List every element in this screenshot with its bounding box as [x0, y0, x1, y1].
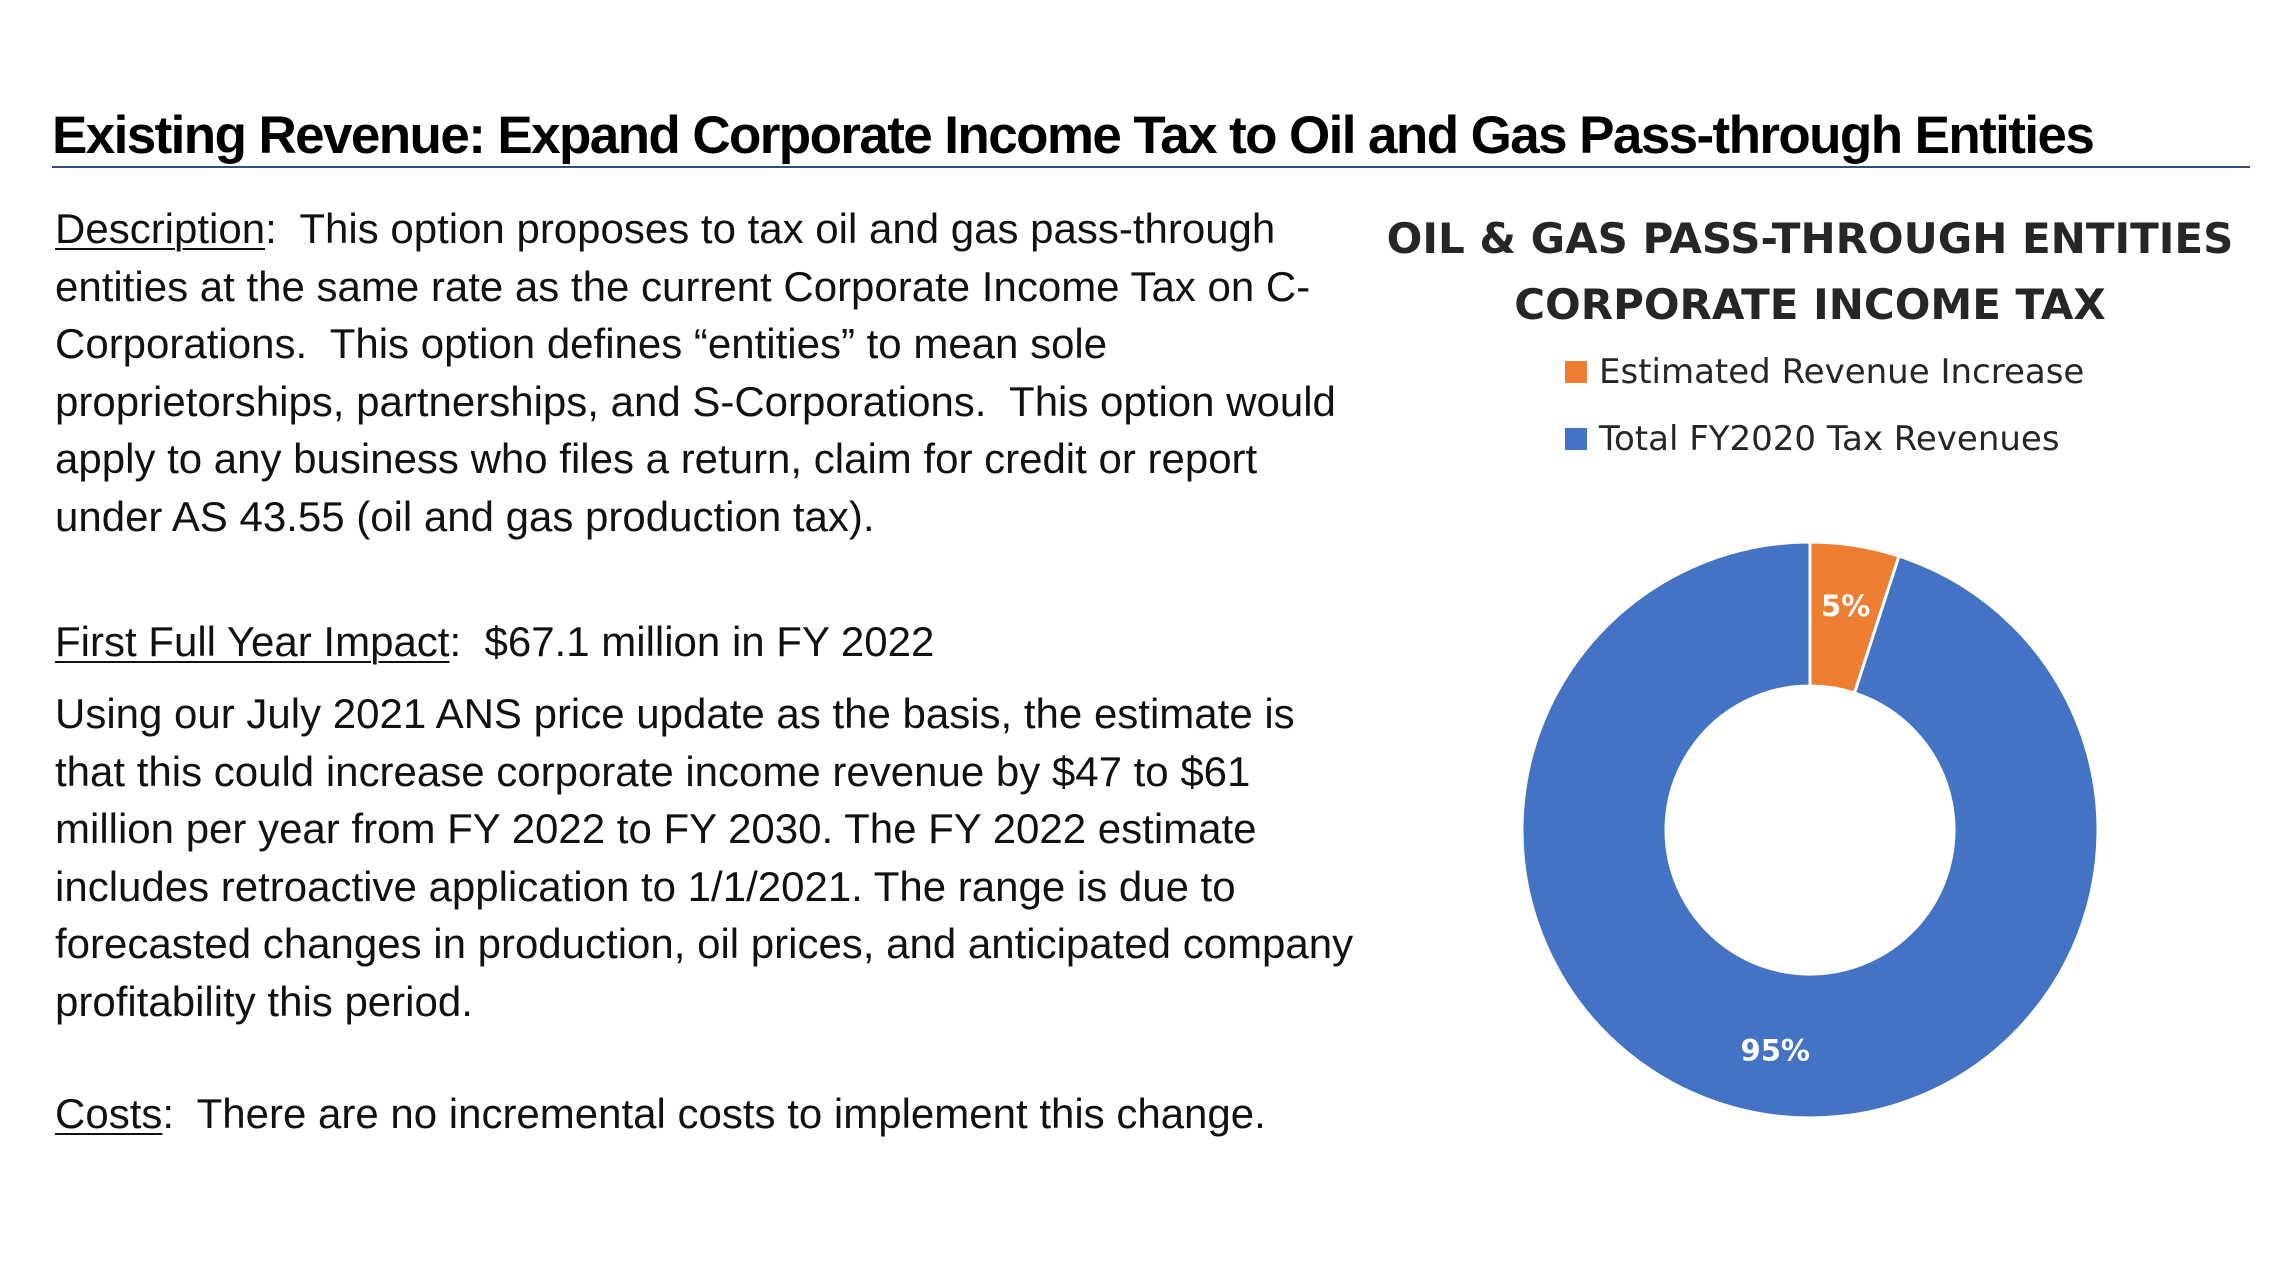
impact-colon: :: [449, 618, 462, 665]
legend-label: Estimated Revenue Increase: [1599, 352, 2085, 392]
impact-label: First Full Year Impact: [55, 618, 450, 665]
donut-plot: 5% 95%: [1520, 540, 2100, 1120]
impact-heading: First Full Year Impact: $67.1 million in…: [55, 613, 1375, 671]
legend-swatch: [1565, 428, 1587, 450]
costs-section: Costs: There are no incremental costs to…: [55, 1085, 1295, 1143]
page-title: Existing Revenue: Expand Corporate Incom…: [52, 106, 2095, 165]
costs-text: There are no incremental costs to implem…: [174, 1090, 1266, 1137]
legend-swatch: [1565, 361, 1587, 383]
chart-legend: Estimated Revenue Increase Total FY2020 T…: [1565, 352, 2085, 489]
legend-label: Total FY2020 Tax Revenues: [1599, 419, 2060, 459]
description-colon: :: [265, 205, 277, 252]
impact-body: Using our July 2021 ANS price update as …: [55, 690, 1354, 1025]
description-label: Description: [55, 205, 266, 252]
chart-title-line-2: CORPORATE INCOME TAX: [1514, 280, 2106, 329]
slice-label: 5%: [1821, 589, 1870, 623]
chart-title: OIL & GAS PASS-THROUGH ENTITIES CORPORAT…: [1370, 206, 2250, 338]
costs-label: Costs: [55, 1090, 163, 1137]
slice-label: 95%: [1741, 1033, 1810, 1067]
donut-chart: OIL & GAS PASS-THROUGH ENTITIES CORPORAT…: [1370, 190, 2250, 1170]
description-section: Description: This option proposes to tax…: [55, 200, 1375, 545]
description-text: This option proposes to tax oil and gas …: [55, 205, 1348, 540]
donut-slice: [1520, 540, 2100, 1120]
costs-colon: :: [162, 1090, 175, 1137]
legend-item: Estimated Revenue Increase: [1565, 352, 2085, 392]
chart-title-line-1: OIL & GAS PASS-THROUGH ENTITIES: [1386, 214, 2234, 263]
legend-item: Total FY2020 Tax Revenues: [1565, 419, 2084, 459]
title-divider: [52, 166, 2250, 168]
impact-value: $67.1 million in FY 2022: [461, 618, 935, 665]
